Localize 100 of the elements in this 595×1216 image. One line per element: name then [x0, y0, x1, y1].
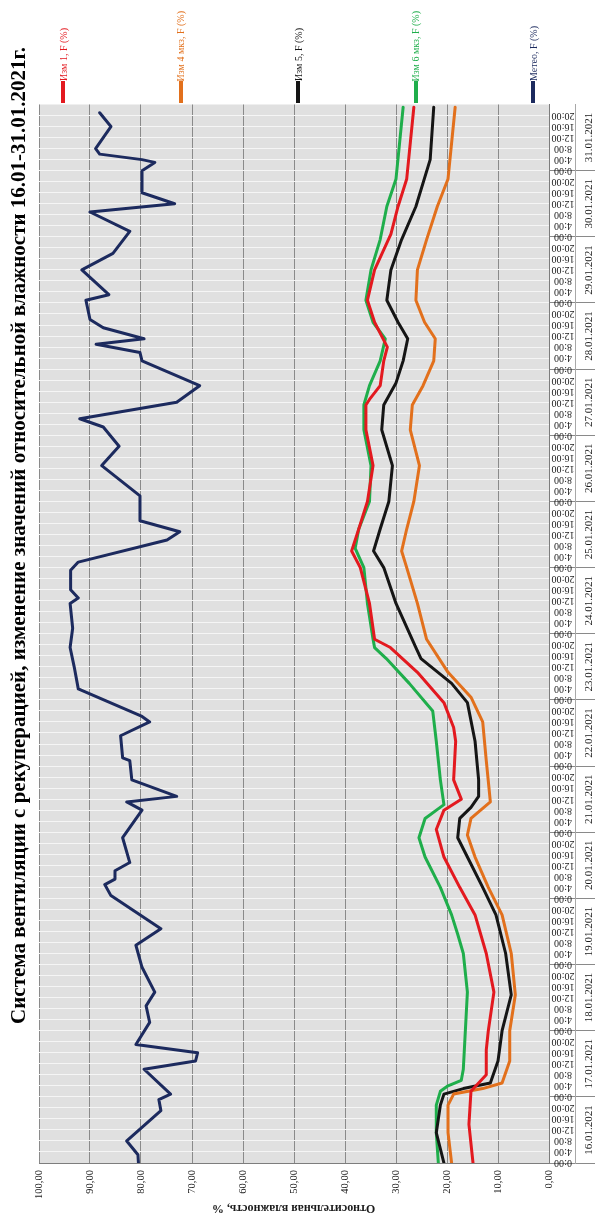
y-tick-label: 0:00	[554, 298, 572, 310]
y-tick-label: 12:00	[551, 199, 575, 211]
y-tick-label: 20:00	[551, 640, 575, 652]
y-tick-label: 8:00	[554, 871, 572, 883]
text: Система вентиляции с рекуперацией, изменение значений относительной влажности 16.01-31.01.2021г.	[6, 47, 30, 1024]
y-tick-label: 20:00	[551, 177, 575, 189]
y-tick-label: 16:00	[551, 981, 575, 993]
y-tick-label: 4:00	[554, 287, 572, 299]
y-tick-label: 20:00	[551, 309, 575, 321]
y-tick-label: 12:00	[551, 860, 575, 872]
y-tick-label: 20:00	[551, 573, 575, 585]
y2-tick-label: 29.01.2021	[581, 245, 594, 295]
y-tick-label: 4:00	[554, 1081, 572, 1093]
y-tick-label: 8:00	[554, 607, 572, 619]
y-tick-label: 8:00	[554, 143, 572, 155]
y-tick-label: 16:00	[551, 518, 575, 530]
y-tick-label: 4:00	[554, 155, 572, 167]
y-tick-label: 0:00	[554, 562, 572, 574]
x-tick-label: 90,00	[83, 1170, 95, 1194]
y-tick-label: 8:00	[554, 276, 572, 288]
y-tick-label: 12:00	[551, 265, 575, 277]
y-tick-label: 12:00	[551, 132, 575, 144]
y-tick-label: 20:00	[551, 1037, 575, 1049]
y-tick-label: 0:00	[554, 232, 572, 244]
y2-tick-label: 19.01.2021	[581, 906, 594, 957]
y-tick-label: 12:00	[551, 529, 575, 541]
y-tick-label: 8:00	[554, 342, 572, 354]
y-tick-label: 0:00	[554, 893, 572, 905]
y-tick-label: 16:00	[551, 188, 575, 200]
y-tick-label: 16:00	[551, 1114, 575, 1126]
y-tick-label: 12:00	[551, 794, 575, 806]
y-tick-label: 16:00	[551, 254, 575, 266]
y2-tick-label: 22.01.2021	[581, 708, 594, 758]
y-tick-label: 20:00	[551, 441, 575, 453]
y-tick-label: 16:00	[551, 452, 575, 464]
y-tick-label: 8:00	[554, 937, 572, 949]
y-tick-label: 4:00	[554, 882, 572, 894]
y-tick-label: 0:00	[554, 629, 572, 641]
y-tick-label: 12:00	[551, 331, 575, 343]
y-tick-label: 16:00	[551, 849, 575, 861]
y-tick-label: 8:00	[554, 210, 572, 222]
y-tick-label: 8:00	[554, 1136, 572, 1148]
y-tick-label: 0:00	[554, 761, 572, 773]
y2-tick-label: 25.01.2021	[581, 509, 594, 560]
y-tick-label: 8:00	[554, 474, 572, 486]
y-tick-label: 20:00	[551, 772, 575, 784]
x-tick-label: 60,00	[236, 1170, 248, 1194]
text: Изм 4 мкз, F (%)	[175, 10, 187, 81]
text: Метео, F (%)	[527, 25, 539, 81]
y-tick-label: 4:00	[554, 684, 572, 696]
y-tick-label: 0:00	[554, 430, 572, 442]
y-tick-label: 20:00	[551, 904, 575, 916]
y-tick-label: 12:00	[551, 397, 575, 409]
y-tick-label: 8:00	[554, 408, 572, 420]
y-tick-label: 0:00	[554, 364, 572, 376]
y-tick-label: 20:00	[551, 838, 575, 850]
y-tick-label: 4:00	[554, 419, 572, 431]
y-tick-label: 16:00	[551, 1048, 575, 1060]
y-tick-label: 8:00	[554, 805, 572, 817]
y-tick-label: 0:00	[554, 1092, 572, 1104]
y2-tick-label: 16.01.2021	[581, 1105, 594, 1155]
y-tick-label: 0:00	[554, 1158, 572, 1170]
y2-tick-label: 21.01.2021	[581, 774, 594, 824]
x-axis-title: Относительная влажность, %	[212, 1202, 376, 1216]
text: Изм 6 мкз, F (%)	[410, 10, 422, 81]
y-tick-label: 0:00	[554, 827, 572, 839]
y-tick-label: 4:00	[554, 353, 572, 365]
y2-tick-label: 30.01.2021	[581, 178, 594, 229]
y-tick-label: 0:00	[554, 1026, 572, 1038]
y2-tick-label: 26.01.2021	[581, 443, 594, 494]
x-tick-label: 50,00	[287, 1170, 299, 1194]
y-tick-label: 20:00	[551, 706, 575, 718]
x-tick-label: 0,00	[542, 1170, 554, 1189]
y-tick-label: 20:00	[551, 1103, 575, 1115]
y-tick-label: 20:00	[551, 507, 575, 519]
y-tick-label: 4:00	[554, 221, 572, 233]
y2-tick-label: 28.01.2021	[581, 311, 594, 361]
y-tick-label: 0:00	[554, 496, 572, 508]
y-tick-label: 8:00	[554, 1004, 572, 1016]
y-tick-label: 16:00	[551, 717, 575, 729]
x-tick-label: 20,00	[440, 1170, 452, 1194]
y-tick-label: 8:00	[554, 540, 572, 552]
x-tick-label: 70,00	[185, 1170, 197, 1194]
y-tick-label: 8:00	[554, 1070, 572, 1082]
y-tick-label: 12:00	[551, 992, 575, 1004]
y-tick-label: 16:00	[551, 783, 575, 795]
y-tick-label: 20:00	[551, 375, 575, 387]
text: Изм 5, F (%)	[292, 28, 304, 81]
y-tick-label: 16:00	[551, 121, 575, 133]
y-tick-label: 12:00	[551, 926, 575, 938]
x-tick-label: 100,00	[32, 1170, 44, 1199]
x-tick-label: 30,00	[389, 1170, 401, 1194]
y-tick-label: 12:00	[551, 1125, 575, 1137]
y2-tick-label: 31.01.2021	[581, 112, 594, 163]
y2-tick-label: 24.01.2021	[581, 575, 594, 626]
x-tick-label: 40,00	[338, 1170, 350, 1194]
y2-tick-label: 17.01.2021	[581, 1039, 594, 1089]
y2-tick-label: 18.01.2021	[581, 972, 594, 1023]
y-tick-label: 12:00	[551, 728, 575, 740]
y-tick-label: 12:00	[551, 662, 575, 674]
